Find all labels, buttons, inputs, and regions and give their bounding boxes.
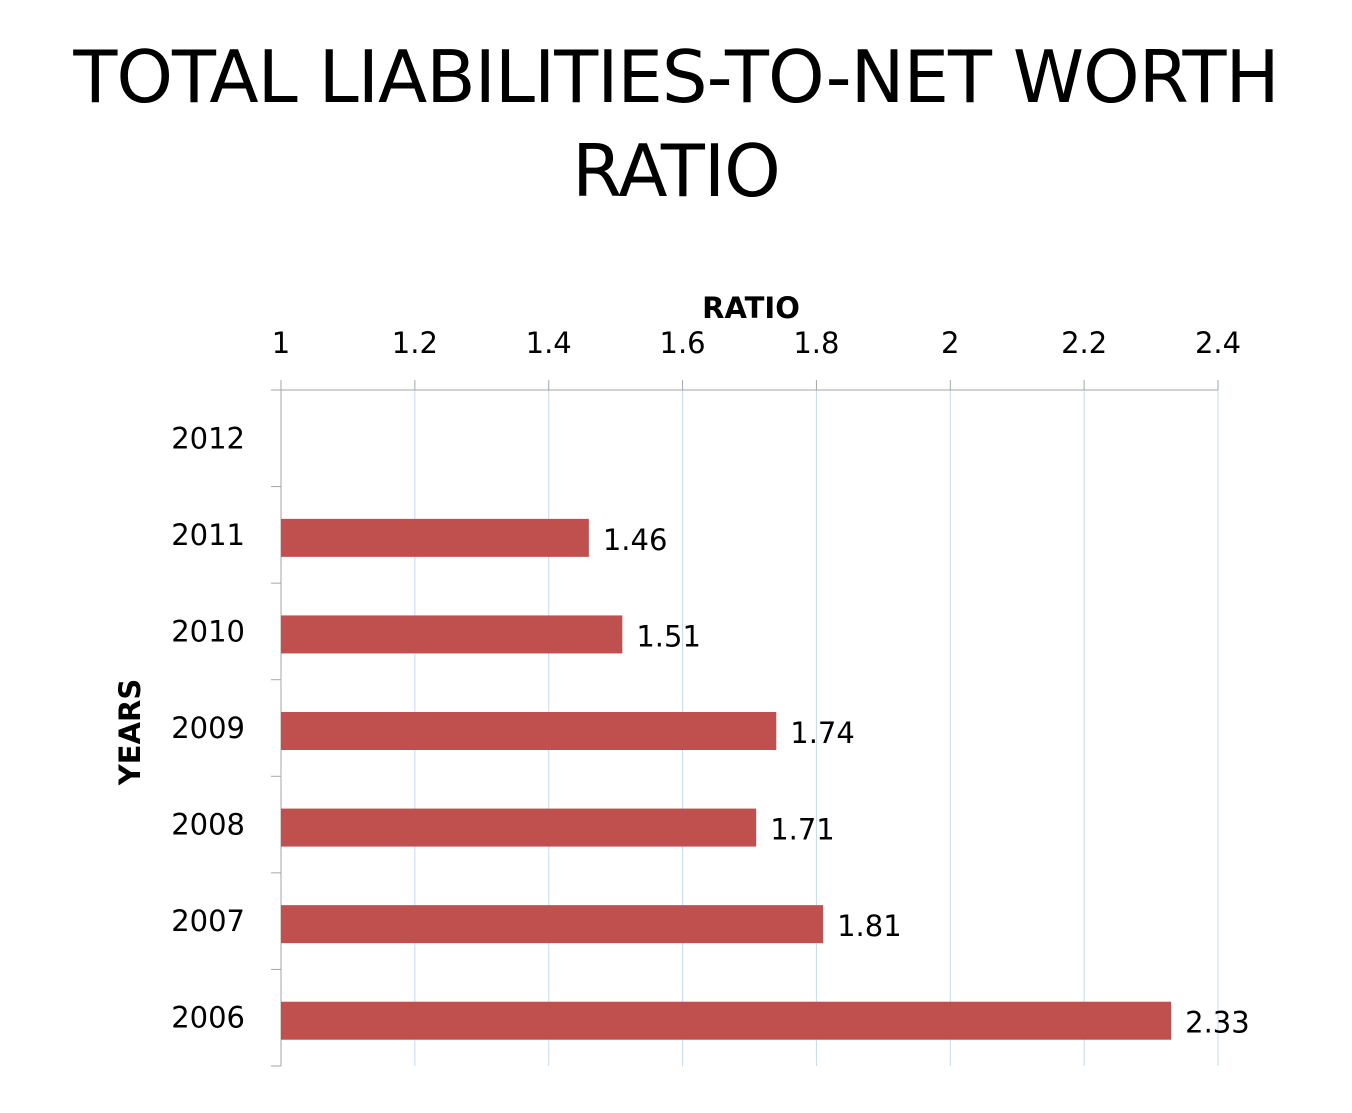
- x-tick-label: 1.4: [526, 326, 572, 360]
- slide-title-line-2: RATIO: [572, 129, 781, 213]
- slide-title: TOTAL LIABILITIES-TO-NET WORTH RATIO: [0, 30, 1352, 218]
- x-tick-label: 2.2: [1061, 326, 1107, 360]
- x-tick-label: 1.8: [793, 326, 839, 360]
- y-tick-label: 2009: [171, 711, 245, 745]
- axes: [271, 380, 1219, 1067]
- x-axis-title: RATIO: [702, 291, 800, 325]
- y-tick-label: 2006: [171, 1001, 245, 1035]
- y-tick-label: 2011: [171, 518, 245, 552]
- data-label: 2.33: [1185, 1006, 1250, 1040]
- x-tick-label: 2: [941, 326, 959, 360]
- data-label: 1.71: [770, 813, 835, 847]
- data-label: 1.74: [790, 716, 855, 750]
- bar: [281, 808, 757, 847]
- bar: [281, 1001, 1172, 1040]
- data-label: 1.51: [636, 619, 701, 653]
- y-tick-label: 2012: [171, 421, 245, 455]
- bars: [281, 518, 1172, 1040]
- data-label: 1.81: [837, 909, 902, 943]
- bar: [281, 518, 589, 557]
- x-tick-label: 2.4: [1195, 326, 1241, 360]
- x-tick-label: 1: [272, 326, 290, 360]
- x-tick-label: 1.2: [392, 326, 438, 360]
- y-tick-label: 2007: [171, 904, 245, 938]
- bar: [281, 615, 623, 654]
- bar: [281, 905, 824, 944]
- y-axis-title: YEARS: [113, 679, 147, 786]
- data-label: 1.46: [603, 523, 668, 557]
- y-tick-label: 2008: [171, 808, 245, 842]
- y-tick-label: 2010: [171, 614, 245, 648]
- labels: 1 1.2 1.4 1.6 1.8 2 2.2 2.4 2012 2011 1.46 2010 1.51…: [171, 326, 1250, 1040]
- x-tick-label: 1.6: [660, 326, 706, 360]
- slide-title-line-1: TOTAL LIABILITIES-TO-NET WORTH: [73, 35, 1279, 119]
- bar: [281, 712, 777, 750]
